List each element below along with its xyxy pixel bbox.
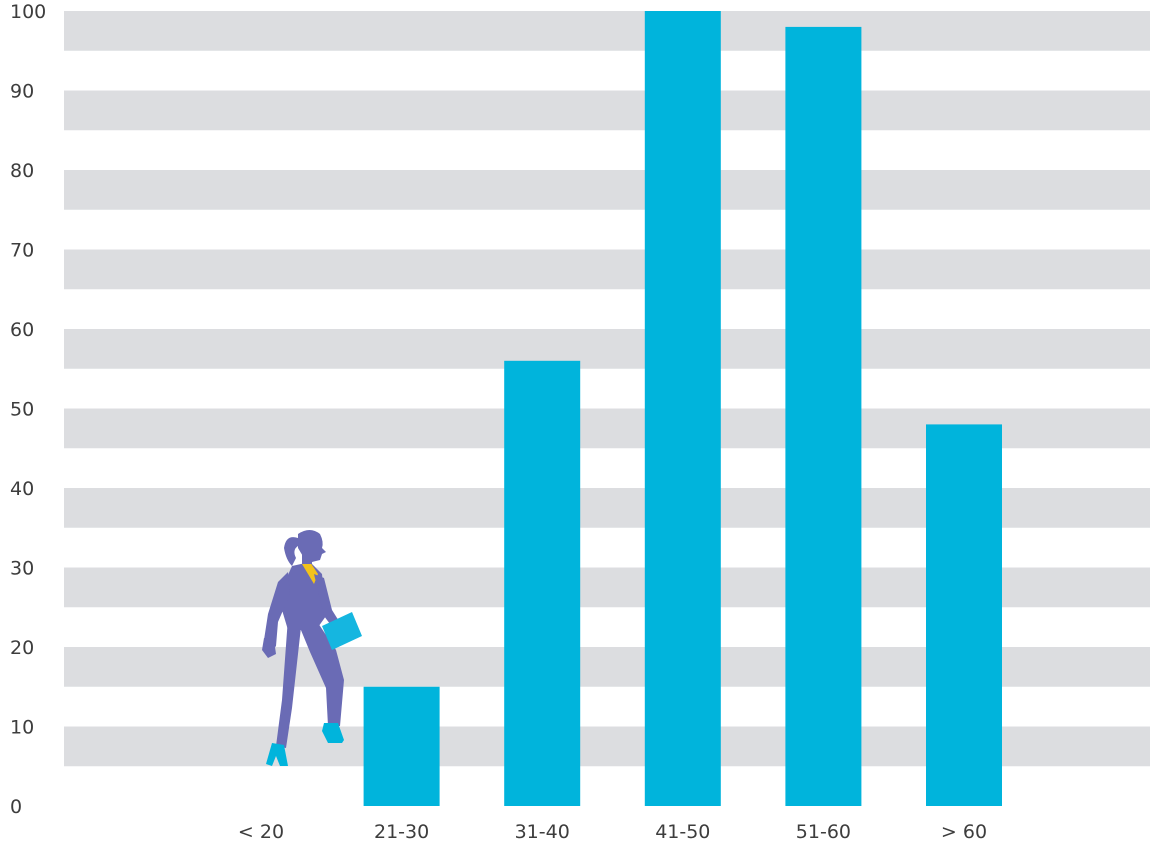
y-tick-label: 10 (10, 717, 34, 739)
grid-band (64, 90, 1150, 131)
bar (926, 424, 1002, 806)
y-tick-label: 80 (10, 160, 34, 182)
grid-band (64, 11, 1150, 51)
grid-band (64, 249, 1150, 290)
x-tick-label: > 60 (941, 821, 987, 841)
y-tick-label: 40 (10, 478, 34, 500)
y-tick-label: 20 (10, 637, 34, 659)
y-tick-label: 100 (10, 1, 46, 23)
bar (785, 26, 862, 806)
x-tick-label: 31-40 (515, 821, 570, 841)
y-tick-label: 30 (10, 558, 34, 580)
businesswoman-walking-icon (262, 530, 362, 766)
grid-band (64, 170, 1150, 210)
y-tick-label: 90 (10, 81, 34, 103)
y-tick-label: 50 (10, 399, 34, 421)
y-axis-tick-labels: 0 10 20 30 40 50 60 70 80 90 100 (10, 1, 46, 818)
x-tick-label: 21-30 (374, 821, 429, 841)
bar (363, 686, 440, 806)
y-tick-label: 60 (10, 319, 34, 341)
bar (504, 360, 581, 806)
x-tick-label: 41-50 (655, 821, 710, 841)
bar (644, 11, 721, 806)
y-tick-label: 70 (10, 240, 34, 262)
bar-series (363, 11, 1002, 806)
grid-band (64, 329, 1150, 369)
x-tick-label: 51-60 (796, 821, 851, 841)
x-tick-label: < 20 (238, 821, 284, 841)
x-axis-tick-labels: < 20 21-30 31-40 41-50 51-60 > 60 (238, 821, 987, 841)
y-tick-label: 0 (10, 796, 22, 818)
